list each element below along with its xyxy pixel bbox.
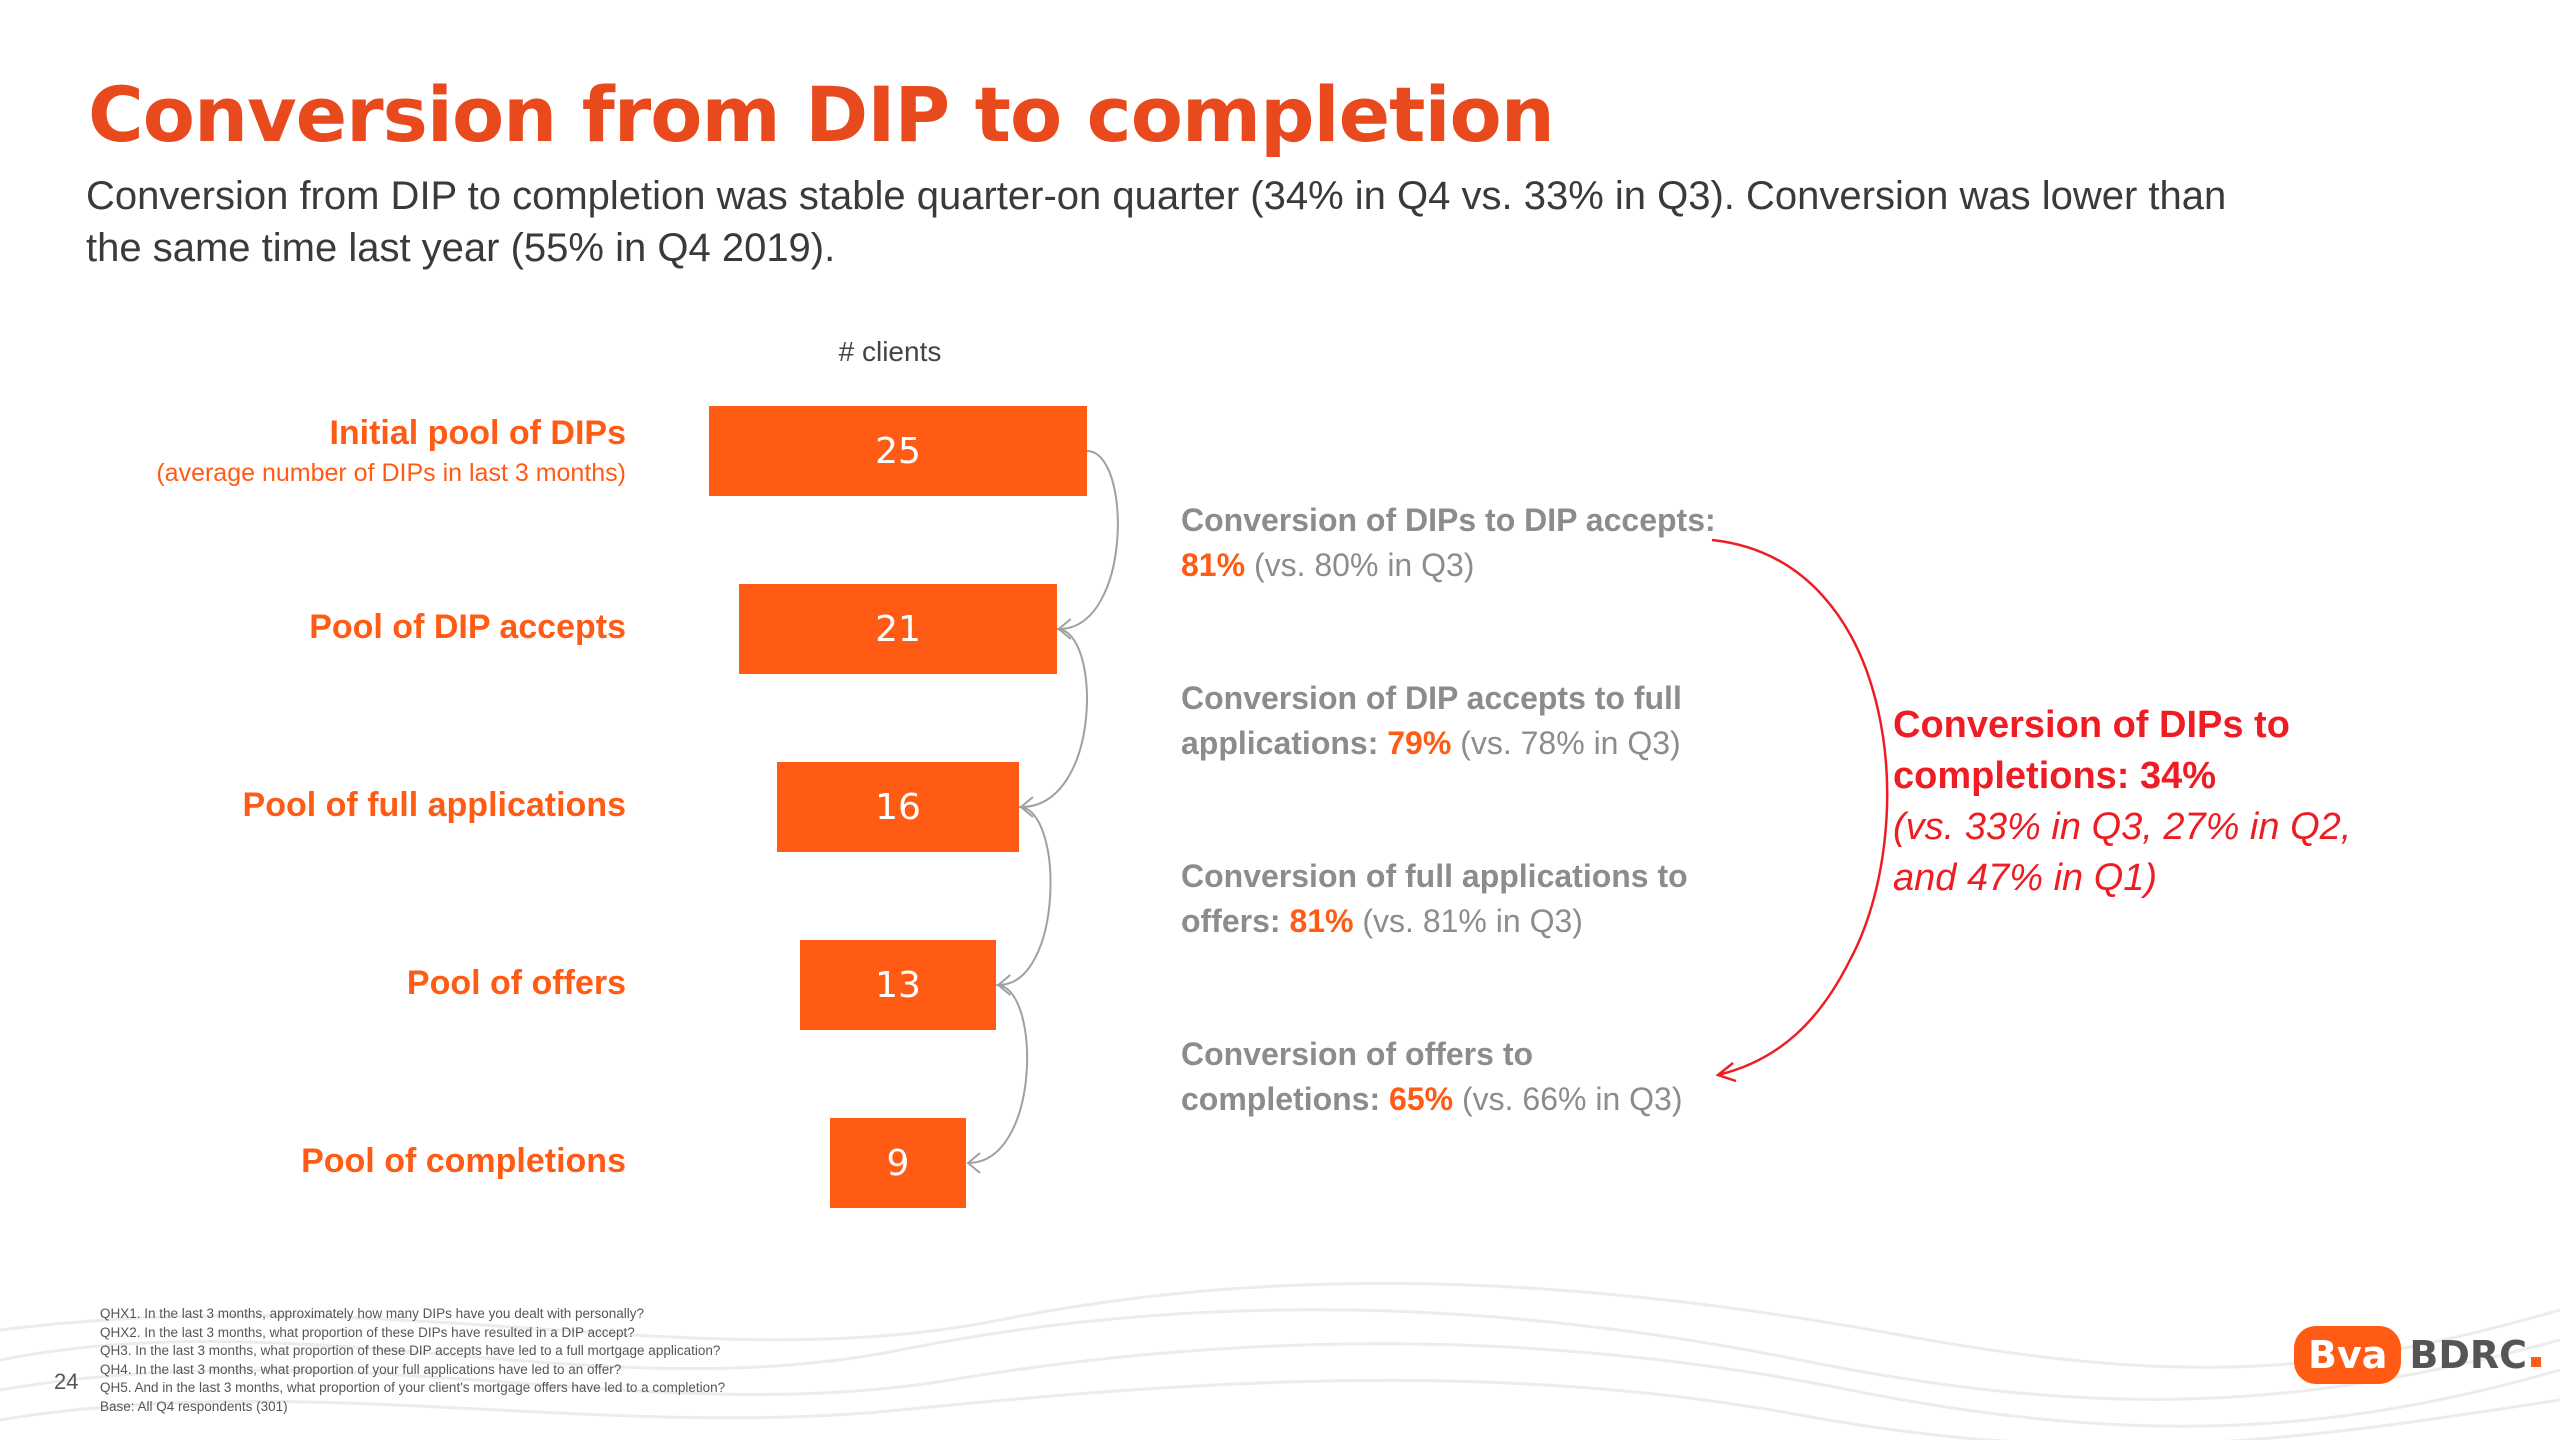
bar-value-label: 25: [875, 430, 921, 472]
connector-arrowhead: [1019, 796, 1034, 818]
company-logo: Bva BDRC: [2294, 1326, 2542, 1384]
footnote: QH5. And in the last 3 months, what prop…: [100, 1380, 726, 1395]
stage-label: Initial pool of DIPs (average number of D…: [156, 414, 626, 488]
bar-value-label: 9: [886, 1142, 910, 1184]
conversion-prefix: Conversion of offers to completions:: [1181, 1036, 1534, 1117]
funnel-bar: 16: [777, 762, 1019, 852]
stage-label: Pool of completions: [301, 1142, 626, 1181]
funnel-bar: 13: [799, 940, 997, 1030]
conversion-value: 79%: [1387, 725, 1452, 761]
stage-label: Pool of offers: [407, 964, 626, 1003]
conversion-comparison: (vs. 66% in Q3): [1453, 1081, 1683, 1117]
conversion-value: 81%: [1289, 903, 1354, 939]
conversion-text: Conversion of DIP accepts to full applic…: [1181, 676, 1741, 766]
conversion-text: Conversion of offers to completions: 65%…: [1181, 1032, 1741, 1122]
page-title: Conversion from DIP to completion: [88, 70, 1555, 159]
conversion-prefix: Conversion of DIPs to DIP accepts:: [1181, 502, 1716, 538]
footnote: QH4. In the last 3 months, what proporti…: [100, 1361, 622, 1377]
logo-bva: Bva: [2294, 1326, 2402, 1384]
stage-sublabel: (average number of DIPs in last 3 months…: [156, 459, 626, 487]
connector-arrowhead: [996, 974, 1011, 996]
funnel-bar: 21: [739, 584, 1057, 674]
logo-bdrc: BDRC: [2409, 1333, 2528, 1377]
footnote-base: Base: All Q4 respondents (301): [100, 1398, 288, 1414]
overall-conversion-comparison: (vs. 33% in Q3, 27% in Q2, and 47% in Q1…: [1893, 806, 2352, 899]
stage-label-text: Pool of offers: [406, 964, 626, 1002]
stage-label-text: Pool of completions: [301, 1142, 626, 1180]
footnote: QHX1. In the last 3 months, approximatel…: [100, 1306, 645, 1321]
bar-value-label: 21: [875, 608, 921, 650]
stage-label-text: Pool of DIP accepts: [309, 608, 626, 646]
overall-bracket: [1711, 538, 1889, 1077]
funnel-bar: 25: [709, 406, 1087, 496]
connector-arrowhead: [1057, 618, 1072, 640]
overall-conversion: Conversion of DIPs to completions: 34% (…: [1893, 700, 2413, 904]
footnote: QH3. In the last 3 months, what proporti…: [100, 1343, 721, 1358]
footnote: QHX2. In the last 3 months, what proport…: [100, 1324, 635, 1340]
overall-conversion-title: Conversion of DIPs to completions: 34%: [1893, 704, 2290, 797]
conversion-value: 81%: [1181, 547, 1246, 583]
page-subtitle: Conversion from DIP to completion was st…: [86, 174, 2227, 270]
conversion-text: Conversion of DIPs to DIP accepts: 81% (…: [1181, 498, 1741, 588]
footnotes: QHX1. In the last 3 months, approximatel…: [100, 1305, 1200, 1416]
bar-value-label: 13: [875, 964, 921, 1006]
axis-label: # clients: [838, 336, 942, 367]
stage-label-text: Pool of full applications: [242, 786, 626, 824]
conversion-comparison: (vs. 80% in Q3): [1245, 547, 1475, 583]
connector-arrowhead: [966, 1152, 981, 1174]
conversion-value: 65%: [1389, 1081, 1454, 1117]
logo-dot: [2531, 1357, 2542, 1367]
funnel-bar: 9: [829, 1118, 967, 1208]
bar-value-label: 16: [875, 786, 921, 828]
stage-label: Pool of DIP accepts: [309, 608, 626, 647]
conversion-text: Conversion of full applications to offer…: [1181, 854, 1741, 944]
conversion-prefix: Conversion of full applications to offer…: [1181, 858, 1688, 939]
conversion-comparison: (vs. 81% in Q3): [1353, 903, 1583, 939]
stage-label-text: Initial pool of DIPs: [329, 414, 626, 452]
conversion-prefix: Conversion of DIP accepts to full applic…: [1181, 680, 1682, 761]
page-number: 24: [54, 1369, 79, 1394]
conversion-comparison: (vs. 78% in Q3): [1451, 725, 1681, 761]
stage-label: Pool of full applications: [243, 786, 626, 825]
